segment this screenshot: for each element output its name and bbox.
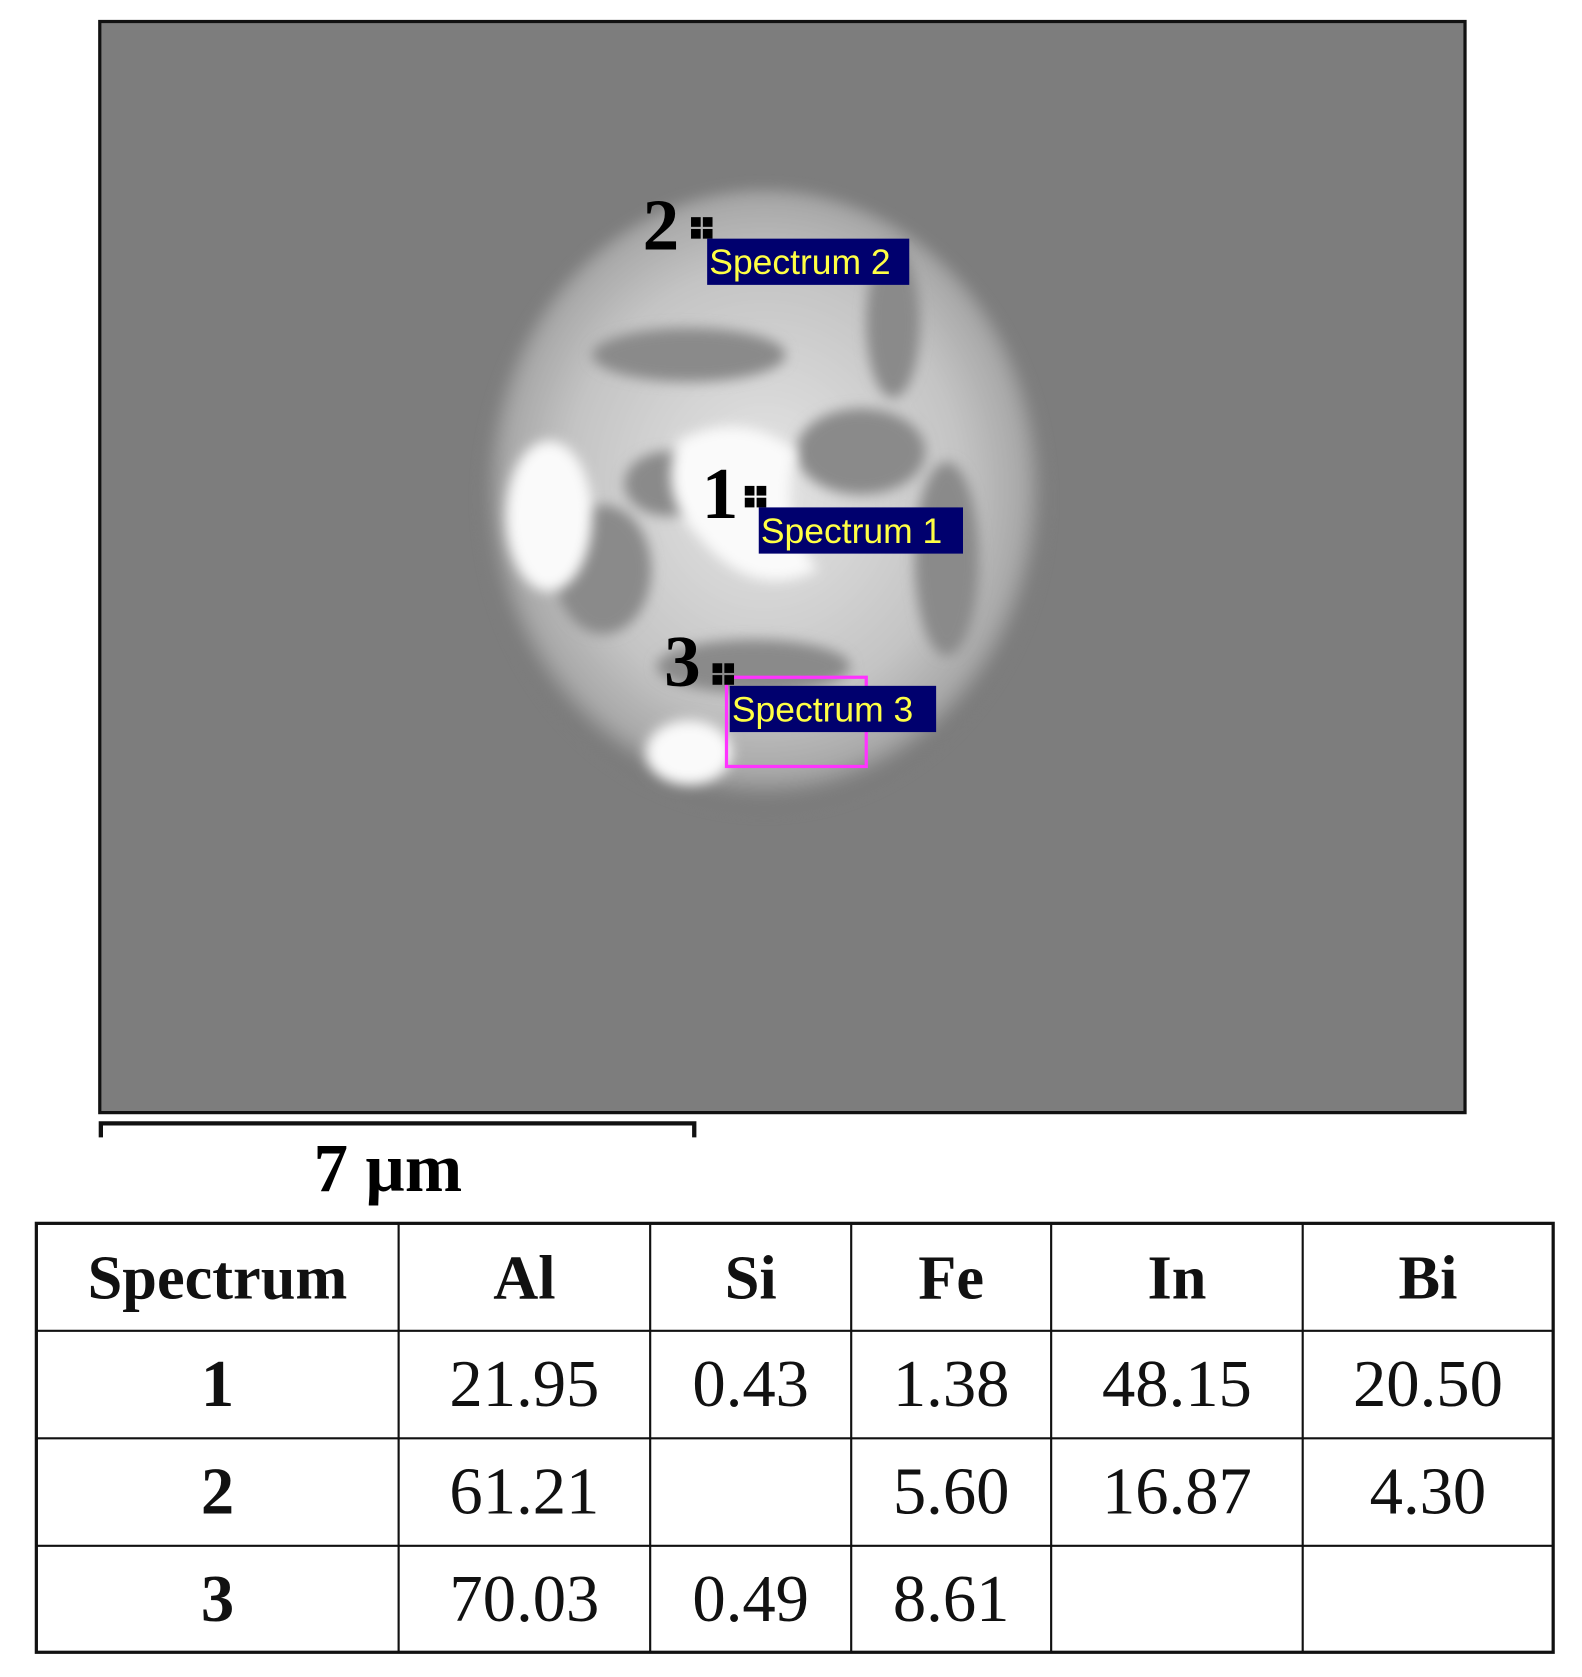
header-cell: Al <box>493 1244 555 1313</box>
table-cell: 61.21 <box>449 1456 599 1529</box>
table-cell: 1.38 <box>893 1348 1010 1421</box>
crosshair <box>756 497 767 508</box>
scale-label: 7 µm <box>314 1130 463 1206</box>
crosshair <box>691 217 701 227</box>
table-cell: 0.49 <box>692 1563 809 1636</box>
crosshair <box>712 675 723 685</box>
crosshair <box>724 663 735 673</box>
table-cell: 1 <box>201 1348 234 1421</box>
spectrum-label: Spectrum 2 <box>709 242 890 282</box>
crosshair <box>724 675 735 685</box>
table-cell: 21.95 <box>449 1348 599 1421</box>
table-cell: 4.30 <box>1370 1456 1487 1529</box>
marker-number: 1 <box>702 453 739 534</box>
crosshair <box>702 228 713 239</box>
table-cell: 16.87 <box>1102 1456 1252 1529</box>
table-cell: 8.61 <box>893 1563 1010 1636</box>
table-cell: 0.43 <box>692 1348 809 1421</box>
crosshair <box>702 217 713 227</box>
scale-bar <box>98 1121 697 1138</box>
crosshair <box>756 485 767 496</box>
crosshair <box>691 228 701 239</box>
label-box <box>707 238 910 285</box>
header-cell: Bi <box>1398 1244 1457 1313</box>
spectrum-label: Spectrum 1 <box>761 511 942 551</box>
label-box <box>729 685 937 733</box>
spectrum-label: Spectrum 3 <box>732 689 913 729</box>
marker-number: 2 <box>643 184 680 265</box>
table-cell: 3 <box>201 1563 234 1636</box>
label-box <box>758 507 963 554</box>
crosshair <box>712 663 723 673</box>
sem-image <box>98 19 1467 1115</box>
data-table: Spectrum Al Si Fe In Bi1 21.95 0.43 1.38 48.15 20.… <box>34 1221 1555 1654</box>
table-cell: 5.60 <box>893 1456 1010 1529</box>
crosshair <box>744 485 755 496</box>
table-cell: 70.03 <box>449 1563 599 1636</box>
header-cell: In <box>1147 1244 1206 1313</box>
marker-number: 3 <box>664 621 701 702</box>
header-cell: Si <box>725 1244 777 1313</box>
crosshair <box>744 497 755 508</box>
table-cell: 48.15 <box>1102 1348 1252 1421</box>
header-cell: Spectrum <box>88 1244 348 1313</box>
header-cell: Fe <box>918 1244 984 1313</box>
table-cell: 20.50 <box>1353 1348 1503 1421</box>
table-cell: 2 <box>201 1456 234 1529</box>
